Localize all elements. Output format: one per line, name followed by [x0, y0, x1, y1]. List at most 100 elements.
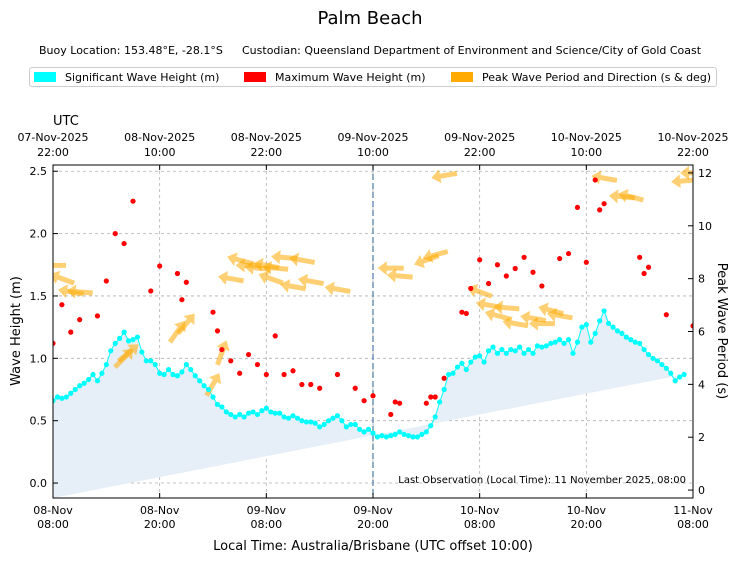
- significant-point: [539, 344, 545, 350]
- significant-point: [157, 370, 163, 376]
- significant-point: [579, 324, 585, 330]
- chart-title: Palm Beach: [317, 8, 423, 29]
- significant-height-points: [53, 308, 687, 440]
- significant-point: [641, 346, 647, 353]
- y-tick-label: 0.5: [30, 415, 48, 428]
- peak-period-arrow: [528, 316, 555, 331]
- significant-point: [72, 386, 78, 393]
- top-tick-time: 22:00: [464, 146, 496, 159]
- maximum-point: [432, 394, 438, 400]
- significant-point: [161, 371, 167, 378]
- peak-period-arrow: [53, 270, 75, 286]
- significant-point: [419, 431, 425, 437]
- peak-period-arrow: [484, 307, 511, 322]
- maximum-point: [174, 270, 181, 277]
- maximum-point: [494, 262, 501, 268]
- y-axis-label: Wave Height (m): [9, 276, 24, 386]
- maximum-height-points: [53, 177, 693, 418]
- significant-point: [517, 344, 523, 350]
- top-tick-date: 10-Nov-2025: [657, 131, 728, 144]
- maximum-point: [68, 329, 74, 335]
- maximum-point: [245, 351, 252, 358]
- peak-period-arrow: [116, 344, 139, 363]
- significant-point: [588, 339, 594, 345]
- significant-point: [410, 434, 416, 440]
- significant-point: [183, 361, 189, 368]
- significant-point: [597, 318, 603, 324]
- y-tick-label: 0.0: [30, 477, 48, 490]
- significant-point: [59, 395, 65, 401]
- peak-period-arrow: [215, 340, 230, 366]
- legend-label-peak: Peak Wave Period and Direction (s & deg): [482, 71, 712, 84]
- significant-point: [117, 335, 123, 341]
- x-axis-label: Local Time: Australia/Brisbane (UTC offs…: [213, 539, 533, 554]
- maximum-point: [121, 240, 127, 247]
- peak-period-arrow: [431, 169, 458, 184]
- maximum-point: [214, 328, 221, 334]
- significant-point: [268, 409, 274, 415]
- maximum-point: [370, 393, 376, 399]
- top-tick-time: 22:00: [250, 146, 282, 159]
- maximum-point: [53, 340, 56, 346]
- maximum-point: [157, 263, 163, 269]
- maximum-point: [521, 254, 527, 260]
- significant-point: [174, 373, 181, 379]
- significant-point: [148, 358, 154, 364]
- significant-point: [348, 421, 354, 428]
- significant-point: [108, 348, 114, 354]
- legend-label-significant: Significant Wave Height (m): [65, 71, 220, 84]
- significant-point: [63, 394, 69, 400]
- significant-point: [570, 350, 576, 356]
- axis-ticks: 0.00.51.01.52.02.502468101208-Nov08:0008…: [17, 131, 728, 531]
- maximum-point: [237, 370, 243, 376]
- significant-point: [628, 337, 634, 343]
- peak-period-arrow: [386, 268, 413, 283]
- peak-period-arrow: [377, 261, 404, 276]
- peak-period-arrow: [66, 284, 93, 299]
- significant-point: [152, 361, 158, 368]
- legend-swatch-maximum: [244, 72, 266, 82]
- maximum-point: [352, 385, 358, 391]
- peak-period-arrow: [591, 170, 618, 185]
- significant-point: [565, 337, 572, 343]
- significant-point: [423, 429, 429, 435]
- top-axis-label: UTC: [53, 114, 79, 129]
- significant-point: [68, 390, 74, 396]
- significant-point: [130, 337, 136, 343]
- maximum-point: [601, 201, 607, 207]
- legend-label-maximum: Maximum Wave Height (m): [275, 71, 426, 84]
- significant-point: [632, 339, 638, 345]
- maximum-point: [539, 283, 545, 289]
- x-tick-time: 20:00: [357, 518, 389, 531]
- y2-tick-label: 6: [698, 326, 705, 339]
- significant-point: [241, 414, 247, 420]
- buoy-location: Buoy Location: 153.48°E, -28.1°S: [39, 44, 223, 57]
- significant-point: [494, 350, 501, 356]
- y2-tick-label: 4: [698, 378, 705, 391]
- y-tick-label: 2.0: [30, 228, 48, 241]
- peak-period-arrow: [289, 252, 316, 267]
- significant-point: [574, 339, 581, 345]
- x-tick-time: 08:00: [37, 518, 69, 531]
- significant-point: [201, 383, 207, 389]
- maximum-point: [690, 323, 693, 329]
- significant-point: [637, 340, 643, 346]
- peak-period-arrow: [217, 271, 245, 285]
- top-tick-date: 09-Nov-2025: [444, 131, 515, 144]
- significant-point: [397, 429, 403, 435]
- significant-point: [303, 419, 309, 425]
- top-tick-date: 09-Nov-2025: [337, 131, 408, 144]
- maximum-point: [597, 207, 603, 213]
- maximum-point: [228, 358, 234, 364]
- significant-point: [388, 433, 394, 439]
- significant-point: [677, 374, 683, 380]
- significant-point: [534, 343, 541, 349]
- significant-point: [81, 380, 87, 386]
- top-tick-date: 08-Nov-2025: [231, 131, 302, 144]
- significant-point: [401, 431, 407, 437]
- peak-period-arrow: [502, 315, 529, 330]
- significant-point: [610, 324, 616, 330]
- significant-point: [290, 413, 296, 419]
- significant-point: [561, 340, 567, 346]
- significant-point: [459, 360, 465, 366]
